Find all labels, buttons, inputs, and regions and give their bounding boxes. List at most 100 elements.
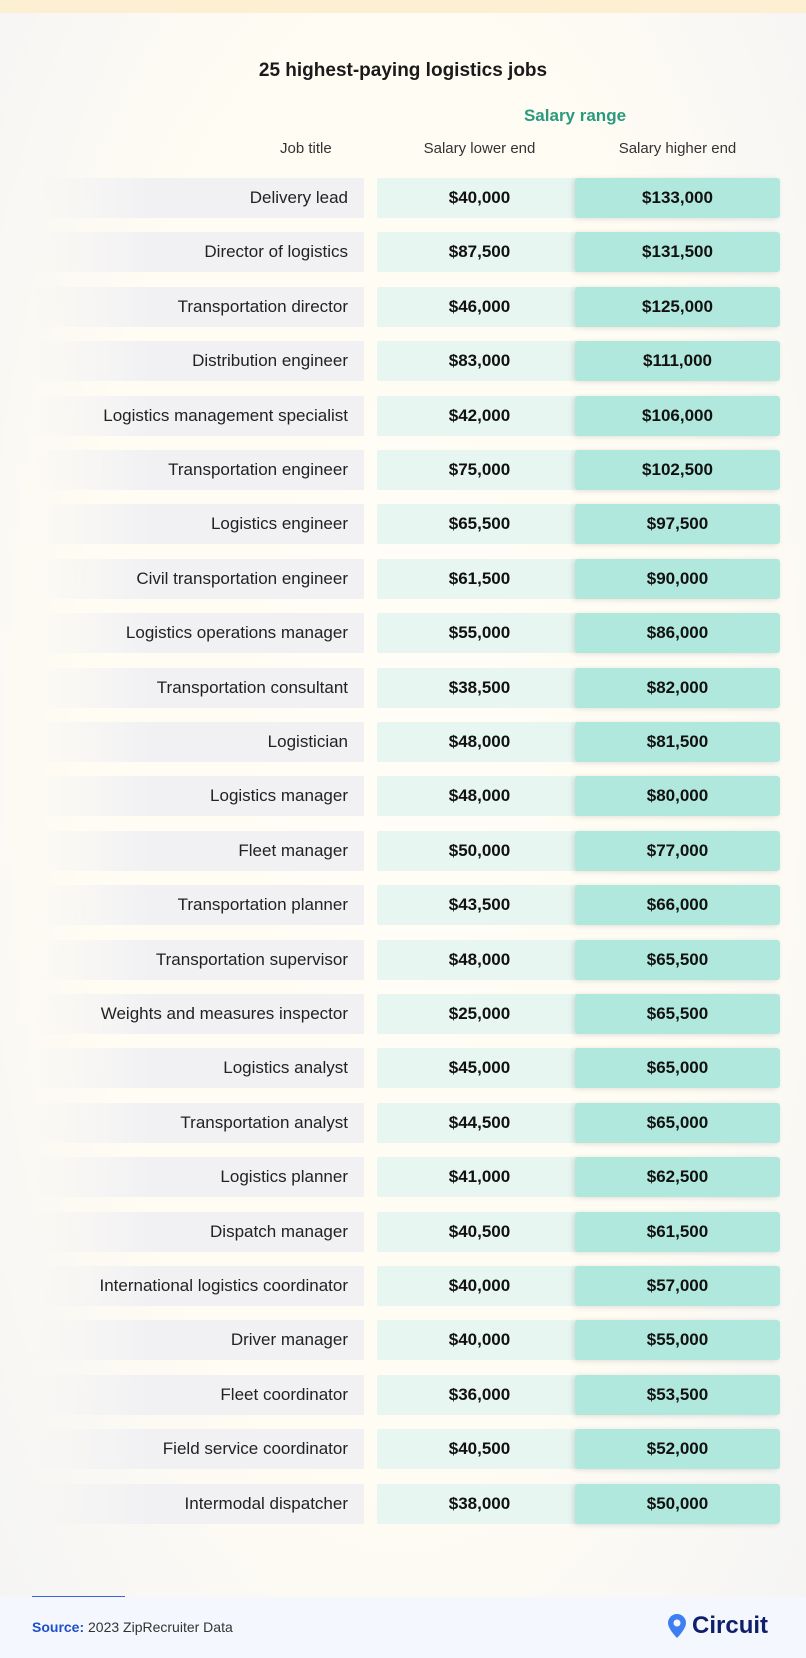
job-title-cell: Director of logistics — [32, 232, 364, 273]
table-row: Logistics analyst $45,000 $65,000 — [0, 1048, 806, 1089]
salary-lower-cell: $50,000 — [377, 830, 582, 871]
salary-higher-cell: $131,500 — [575, 232, 780, 273]
table-row: Field service coordinator $40,500 $52,000 — [0, 1429, 806, 1470]
salary-lower-cell: $40,500 — [377, 1429, 582, 1470]
job-title-cell: Logistics management specialist — [32, 395, 364, 436]
source-note: Source: 2023 ZipRecruiter Data — [32, 1619, 233, 1635]
salary-lower-cell: $61,500 — [377, 558, 582, 599]
job-title-cell: Delivery lead — [32, 178, 364, 218]
salary-higher-cell: $86,000 — [575, 613, 780, 654]
salary-higher-cell: $61,500 — [575, 1211, 780, 1252]
salary-lower-cell: $38,500 — [377, 667, 582, 708]
table-row: Intermodal dispatcher $38,000 $50,000 — [0, 1483, 806, 1524]
table-row: Distribution engineer $83,000 $111,000 — [0, 341, 806, 382]
job-title-cell: Transportation planner — [32, 885, 364, 926]
salary-higher-cell: $106,000 — [575, 395, 780, 436]
salary-lower-cell: $45,000 — [377, 1048, 582, 1089]
salary-lower-cell: $40,000 — [377, 178, 582, 218]
salary-lower-cell: $48,000 — [377, 939, 582, 980]
salary-higher-cell: $77,000 — [575, 830, 780, 871]
chart-title: 25 highest-paying logistics jobs — [258, 60, 548, 81]
salary-higher-cell: $82,000 — [575, 667, 780, 708]
table-row: Logistics operations manager $55,000 $86,0… — [0, 613, 806, 654]
table-row: International logistics coordinator $40,0… — [0, 1266, 806, 1306]
salary-higher-cell: $65,000 — [575, 1102, 780, 1143]
salary-higher-cell: $65,000 — [575, 1048, 780, 1089]
job-title-cell: Transportation analyst — [32, 1102, 364, 1143]
job-title-cell: Intermodal dispatcher — [32, 1483, 364, 1524]
job-title-cell: Logistician — [32, 722, 364, 762]
table-row: Logistics management specialist $42,000 $1… — [0, 395, 806, 436]
job-title-cell: Dispatch manager — [32, 1211, 364, 1252]
salary-higher-cell: $111,000 — [575, 341, 780, 382]
table-row: Transportation engineer $75,000 $102,500 — [0, 450, 806, 490]
salary-lower-cell: $55,000 — [377, 613, 582, 654]
salary-higher-cell: $66,000 — [575, 885, 780, 926]
salary-lower-cell: $43,500 — [377, 885, 582, 926]
header-salary-lower: Salary lower end — [423, 140, 536, 157]
salary-lower-cell: $42,000 — [377, 395, 582, 436]
job-title-cell: Civil transportation engineer — [32, 558, 364, 599]
table-row: Transportation director $46,000 $125,000 — [0, 286, 806, 327]
salary-lower-cell: $48,000 — [377, 776, 582, 817]
salary-higher-cell: $133,000 — [575, 178, 780, 218]
job-title-cell: Weights and measures inspector — [32, 994, 364, 1034]
job-title-cell: Transportation consultant — [32, 667, 364, 708]
job-title-cell: Field service coordinator — [32, 1429, 364, 1470]
table-row: Transportation supervisor $48,000 $65,500 — [0, 939, 806, 980]
salary-higher-cell: $80,000 — [575, 776, 780, 817]
salary-higher-cell: $62,500 — [575, 1157, 780, 1198]
table-row: Fleet coordinator $36,000 $53,500 — [0, 1374, 806, 1415]
job-title-cell: Distribution engineer — [32, 341, 364, 382]
salary-higher-cell: $57,000 — [575, 1266, 780, 1306]
salary-lower-cell: $75,000 — [377, 450, 582, 490]
table-row: Logistician $48,000 $81,500 — [0, 722, 806, 762]
footer-divider — [32, 1596, 125, 1597]
salary-lower-cell: $87,500 — [377, 232, 582, 273]
salary-higher-cell: $102,500 — [575, 450, 780, 490]
job-title-cell: Logistics analyst — [32, 1048, 364, 1089]
salary-lower-cell: $25,000 — [377, 994, 582, 1034]
salary-higher-cell: $65,500 — [575, 994, 780, 1034]
table-row: Driver manager $40,000 $55,000 — [0, 1320, 806, 1361]
table-row: Delivery lead $40,000 $133,000 — [0, 178, 806, 218]
source-text: 2023 ZipRecruiter Data — [88, 1619, 233, 1635]
salary-lower-cell: $38,000 — [377, 1483, 582, 1524]
salary-higher-cell: $53,500 — [575, 1374, 780, 1415]
job-title-cell: International logistics coordinator — [32, 1266, 364, 1306]
table-row: Transportation consultant $38,500 $82,000 — [0, 667, 806, 708]
salary-lower-cell: $36,000 — [377, 1374, 582, 1415]
job-title-cell: Logistics engineer — [32, 504, 364, 545]
salary-higher-cell: $52,000 — [575, 1429, 780, 1470]
job-title-cell: Logistics manager — [32, 776, 364, 817]
salary-higher-cell: $97,500 — [575, 504, 780, 545]
source-label: Source: — [32, 1619, 85, 1635]
header-job-title: Job title — [280, 140, 332, 157]
job-title-cell: Transportation supervisor — [32, 939, 364, 980]
table-row: Logistics planner $41,000 $62,500 — [0, 1157, 806, 1198]
salary-lower-cell: $48,000 — [377, 722, 582, 762]
salary-higher-cell: $125,000 — [575, 286, 780, 327]
salary-higher-cell: $55,000 — [575, 1320, 780, 1361]
salary-range-header: Salary range — [523, 106, 627, 125]
job-title-cell: Fleet manager — [32, 830, 364, 871]
job-title-cell: Driver manager — [32, 1320, 364, 1361]
top-band — [0, 0, 806, 13]
salary-lower-cell: $40,500 — [377, 1211, 582, 1252]
salary-higher-cell: $50,000 — [575, 1483, 780, 1524]
table-row: Fleet manager $50,000 $77,000 — [0, 830, 806, 871]
table-row: Logistics engineer $65,500 $97,500 — [0, 504, 806, 545]
salary-lower-cell: $65,500 — [377, 504, 582, 545]
salary-lower-cell: $40,000 — [377, 1320, 582, 1361]
table-row: Weights and measures inspector $25,000 $65… — [0, 994, 806, 1034]
salary-lower-cell: $40,000 — [377, 1266, 582, 1306]
salary-higher-cell: $90,000 — [575, 558, 780, 599]
table-row: Dispatch manager $40,500 $61,500 — [0, 1211, 806, 1252]
salary-lower-cell: $83,000 — [377, 341, 582, 382]
table-row: Civil transportation engineer $61,500 $90,… — [0, 558, 806, 599]
table-row: Director of logistics $87,500 $131,500 — [0, 232, 806, 273]
table-row: Transportation analyst $44,500 $65,000 — [0, 1102, 806, 1143]
table-row: Transportation planner $43,500 $66,000 — [0, 885, 806, 926]
header-salary-higher: Salary higher end — [618, 140, 737, 157]
location-pin-icon — [668, 1614, 686, 1638]
